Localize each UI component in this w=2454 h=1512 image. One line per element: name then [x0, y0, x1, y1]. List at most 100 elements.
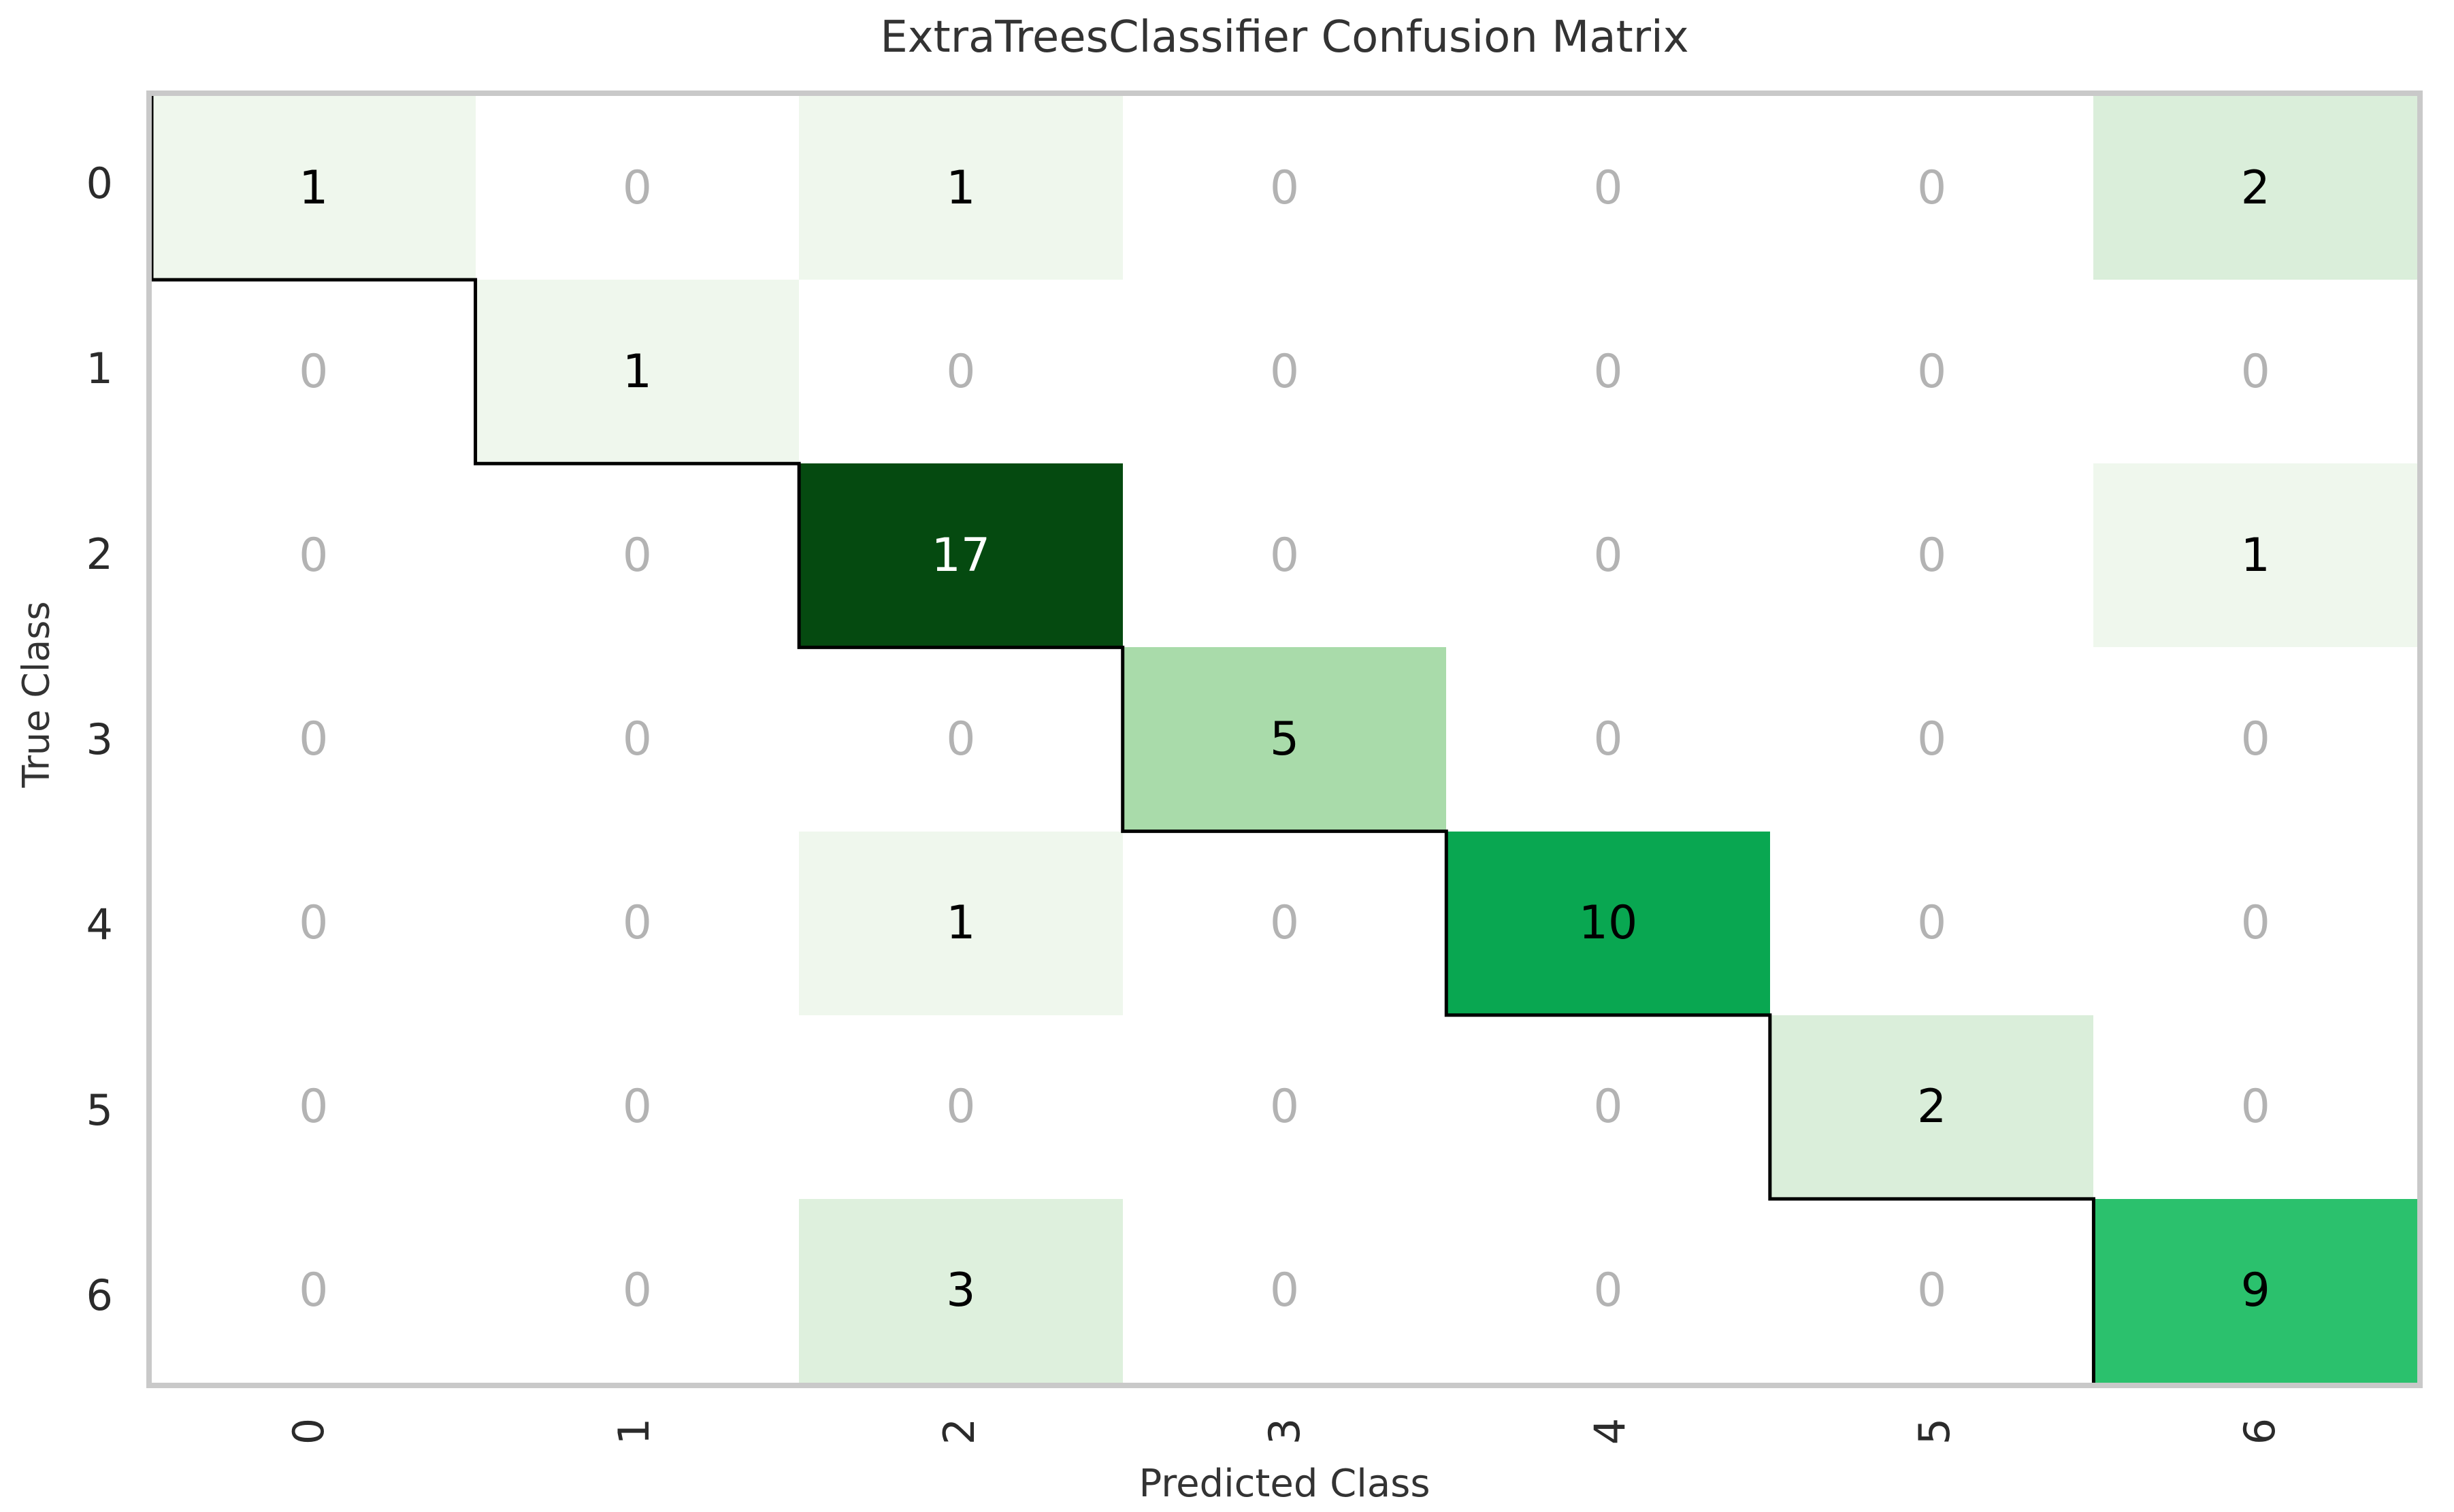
cell-value: 0 [299, 1264, 329, 1318]
matrix-cell-r4c0: 0 [152, 831, 476, 1015]
cell-value: 0 [1917, 344, 1947, 399]
matrix-cell-r1c3: 0 [1122, 280, 1447, 464]
x-tick-label-4: 4 [1447, 1394, 1772, 1468]
x-tick-label-3: 3 [1122, 1394, 1447, 1468]
cell-value: 0 [1269, 344, 1300, 399]
y-tick-label-2: 2 [86, 529, 113, 579]
y-tick-label-0: 0 [86, 158, 113, 208]
matrix-cell-r3c6: 0 [2093, 647, 2417, 832]
cell-value: 0 [299, 528, 329, 582]
matrix-cell-r0c2: 1 [799, 96, 1123, 280]
cell-value: 0 [1269, 1080, 1300, 1134]
y-tick-label-6: 6 [86, 1270, 113, 1321]
cell-value: 0 [2240, 896, 2270, 951]
y-tick-label-4: 4 [86, 900, 113, 950]
matrix-cell-r5c3: 0 [1122, 1015, 1447, 1199]
cell-value: 0 [1269, 1264, 1300, 1318]
matrix-cell-r1c2: 0 [799, 280, 1123, 464]
matrix-cell-r3c2: 0 [799, 647, 1123, 832]
cell-value: 0 [622, 528, 652, 582]
matrix-cell-r6c4: 0 [1446, 1198, 1770, 1383]
matrix-cell-r6c0: 0 [152, 1198, 476, 1383]
cell-value: 0 [1917, 712, 1947, 766]
cell-value: 5 [1269, 712, 1300, 766]
matrix-cell-r2c0: 0 [152, 463, 476, 648]
matrix-cell-r4c2: 1 [799, 831, 1123, 1015]
matrix-cell-r0c6: 2 [2093, 96, 2417, 280]
cell-value: 0 [622, 161, 652, 215]
cell-value: 10 [1578, 896, 1638, 951]
cell-value: 0 [622, 712, 652, 766]
cell-value: 0 [1593, 344, 1623, 399]
cell-value: 0 [1917, 896, 1947, 951]
matrix-cell-r6c5: 0 [1769, 1198, 2094, 1383]
x-tick-label-text: 4 [1584, 1417, 1635, 1445]
matrix-cell-r3c0: 0 [152, 647, 476, 832]
cell-value: 1 [2240, 528, 2270, 582]
cell-value: 0 [622, 1264, 652, 1318]
cell-value: 0 [946, 1080, 976, 1134]
matrix-cell-r0c0: 1 [152, 96, 476, 280]
cell-value: 1 [299, 161, 329, 215]
matrix-cell-r4c4: 10 [1446, 831, 1770, 1015]
cell-value: 0 [1593, 1080, 1623, 1134]
x-tick-label-text: 3 [1259, 1417, 1309, 1445]
matrix-cell-r5c4: 0 [1446, 1015, 1770, 1199]
matrix-cell-r3c4: 0 [1446, 647, 1770, 832]
matrix-cell-r2c6: 1 [2093, 463, 2417, 648]
matrix-cell-r4c1: 0 [475, 831, 800, 1015]
matrix-cell-r0c3: 0 [1122, 96, 1447, 280]
matrix-cell-r0c4: 0 [1446, 96, 1770, 280]
matrix-cell-r0c5: 0 [1769, 96, 2094, 280]
cell-value: 3 [946, 1264, 976, 1318]
matrix-cell-r4c6: 0 [2093, 831, 2417, 1015]
matrix-cell-r2c5: 0 [1769, 463, 2094, 648]
matrix-cell-r5c6: 0 [2093, 1015, 2417, 1199]
matrix-cell-r2c3: 0 [1122, 463, 1447, 648]
cell-value: 0 [622, 896, 652, 951]
matrix-cell-r6c3: 0 [1122, 1198, 1447, 1383]
matrix-cell-r6c6: 9 [2093, 1198, 2417, 1383]
matrix-cell-r5c1: 0 [475, 1015, 800, 1199]
x-tick-label-1: 1 [472, 1394, 797, 1468]
matrix-cell-r1c0: 0 [152, 280, 476, 464]
cell-value: 0 [622, 1080, 652, 1134]
matrix-cell-r0c1: 0 [475, 96, 800, 280]
cell-value: 0 [2240, 1080, 2270, 1134]
cell-value: 9 [2240, 1264, 2270, 1318]
chart-title: ExtraTreesClassifier Confusion Matrix [880, 12, 1689, 63]
x-tick-label-text: 1 [609, 1417, 659, 1445]
matrix-cell-r5c2: 0 [799, 1015, 1123, 1199]
matrix-cell-r1c5: 0 [1769, 280, 2094, 464]
plot-area: 1 0 1 0 0 0 2 0 1 0 0 0 0 0 0 0 17 0 0 0 1 0 0 0 5 0 0 0 0 0 1 0 10 0 0 0 0 0… [146, 91, 2423, 1388]
y-tick-label-3: 3 [86, 714, 113, 764]
cell-value: 0 [2240, 712, 2270, 766]
cell-value: 17 [931, 528, 991, 582]
x-tick-label-text: 6 [2235, 1417, 2285, 1445]
cell-value: 1 [946, 161, 976, 215]
cell-value: 0 [1269, 528, 1300, 582]
cell-value: 2 [1917, 1080, 1947, 1134]
cell-value: 0 [2240, 344, 2270, 399]
x-tick-label-5: 5 [1772, 1394, 2097, 1468]
y-tick-labels: 0 1 2 3 4 5 6 [0, 91, 122, 1388]
matrix-cell-r3c1: 0 [475, 647, 800, 832]
x-tick-label-text: 5 [1910, 1417, 1960, 1445]
cell-value: 1 [622, 344, 652, 399]
x-tick-label-2: 2 [797, 1394, 1122, 1468]
y-tick-label-5: 5 [86, 1085, 113, 1135]
cell-value: 2 [2240, 161, 2270, 215]
x-tick-labels: 0 1 2 3 4 5 6 [146, 1394, 2423, 1468]
cell-value: 0 [946, 712, 976, 766]
cell-value: 0 [1917, 161, 1947, 215]
cell-value: 0 [1269, 161, 1300, 215]
matrix-cell-r2c2: 17 [799, 463, 1123, 648]
matrix-cell-r1c6: 0 [2093, 280, 2417, 464]
matrix-cell-r1c4: 0 [1446, 280, 1770, 464]
cell-value: 0 [1593, 1264, 1623, 1318]
x-tick-label-text: 2 [934, 1417, 985, 1445]
cell-value: 0 [1917, 528, 1947, 582]
matrix-cell-r4c3: 0 [1122, 831, 1447, 1015]
x-axis-label: Predicted Class [1139, 1462, 1430, 1506]
